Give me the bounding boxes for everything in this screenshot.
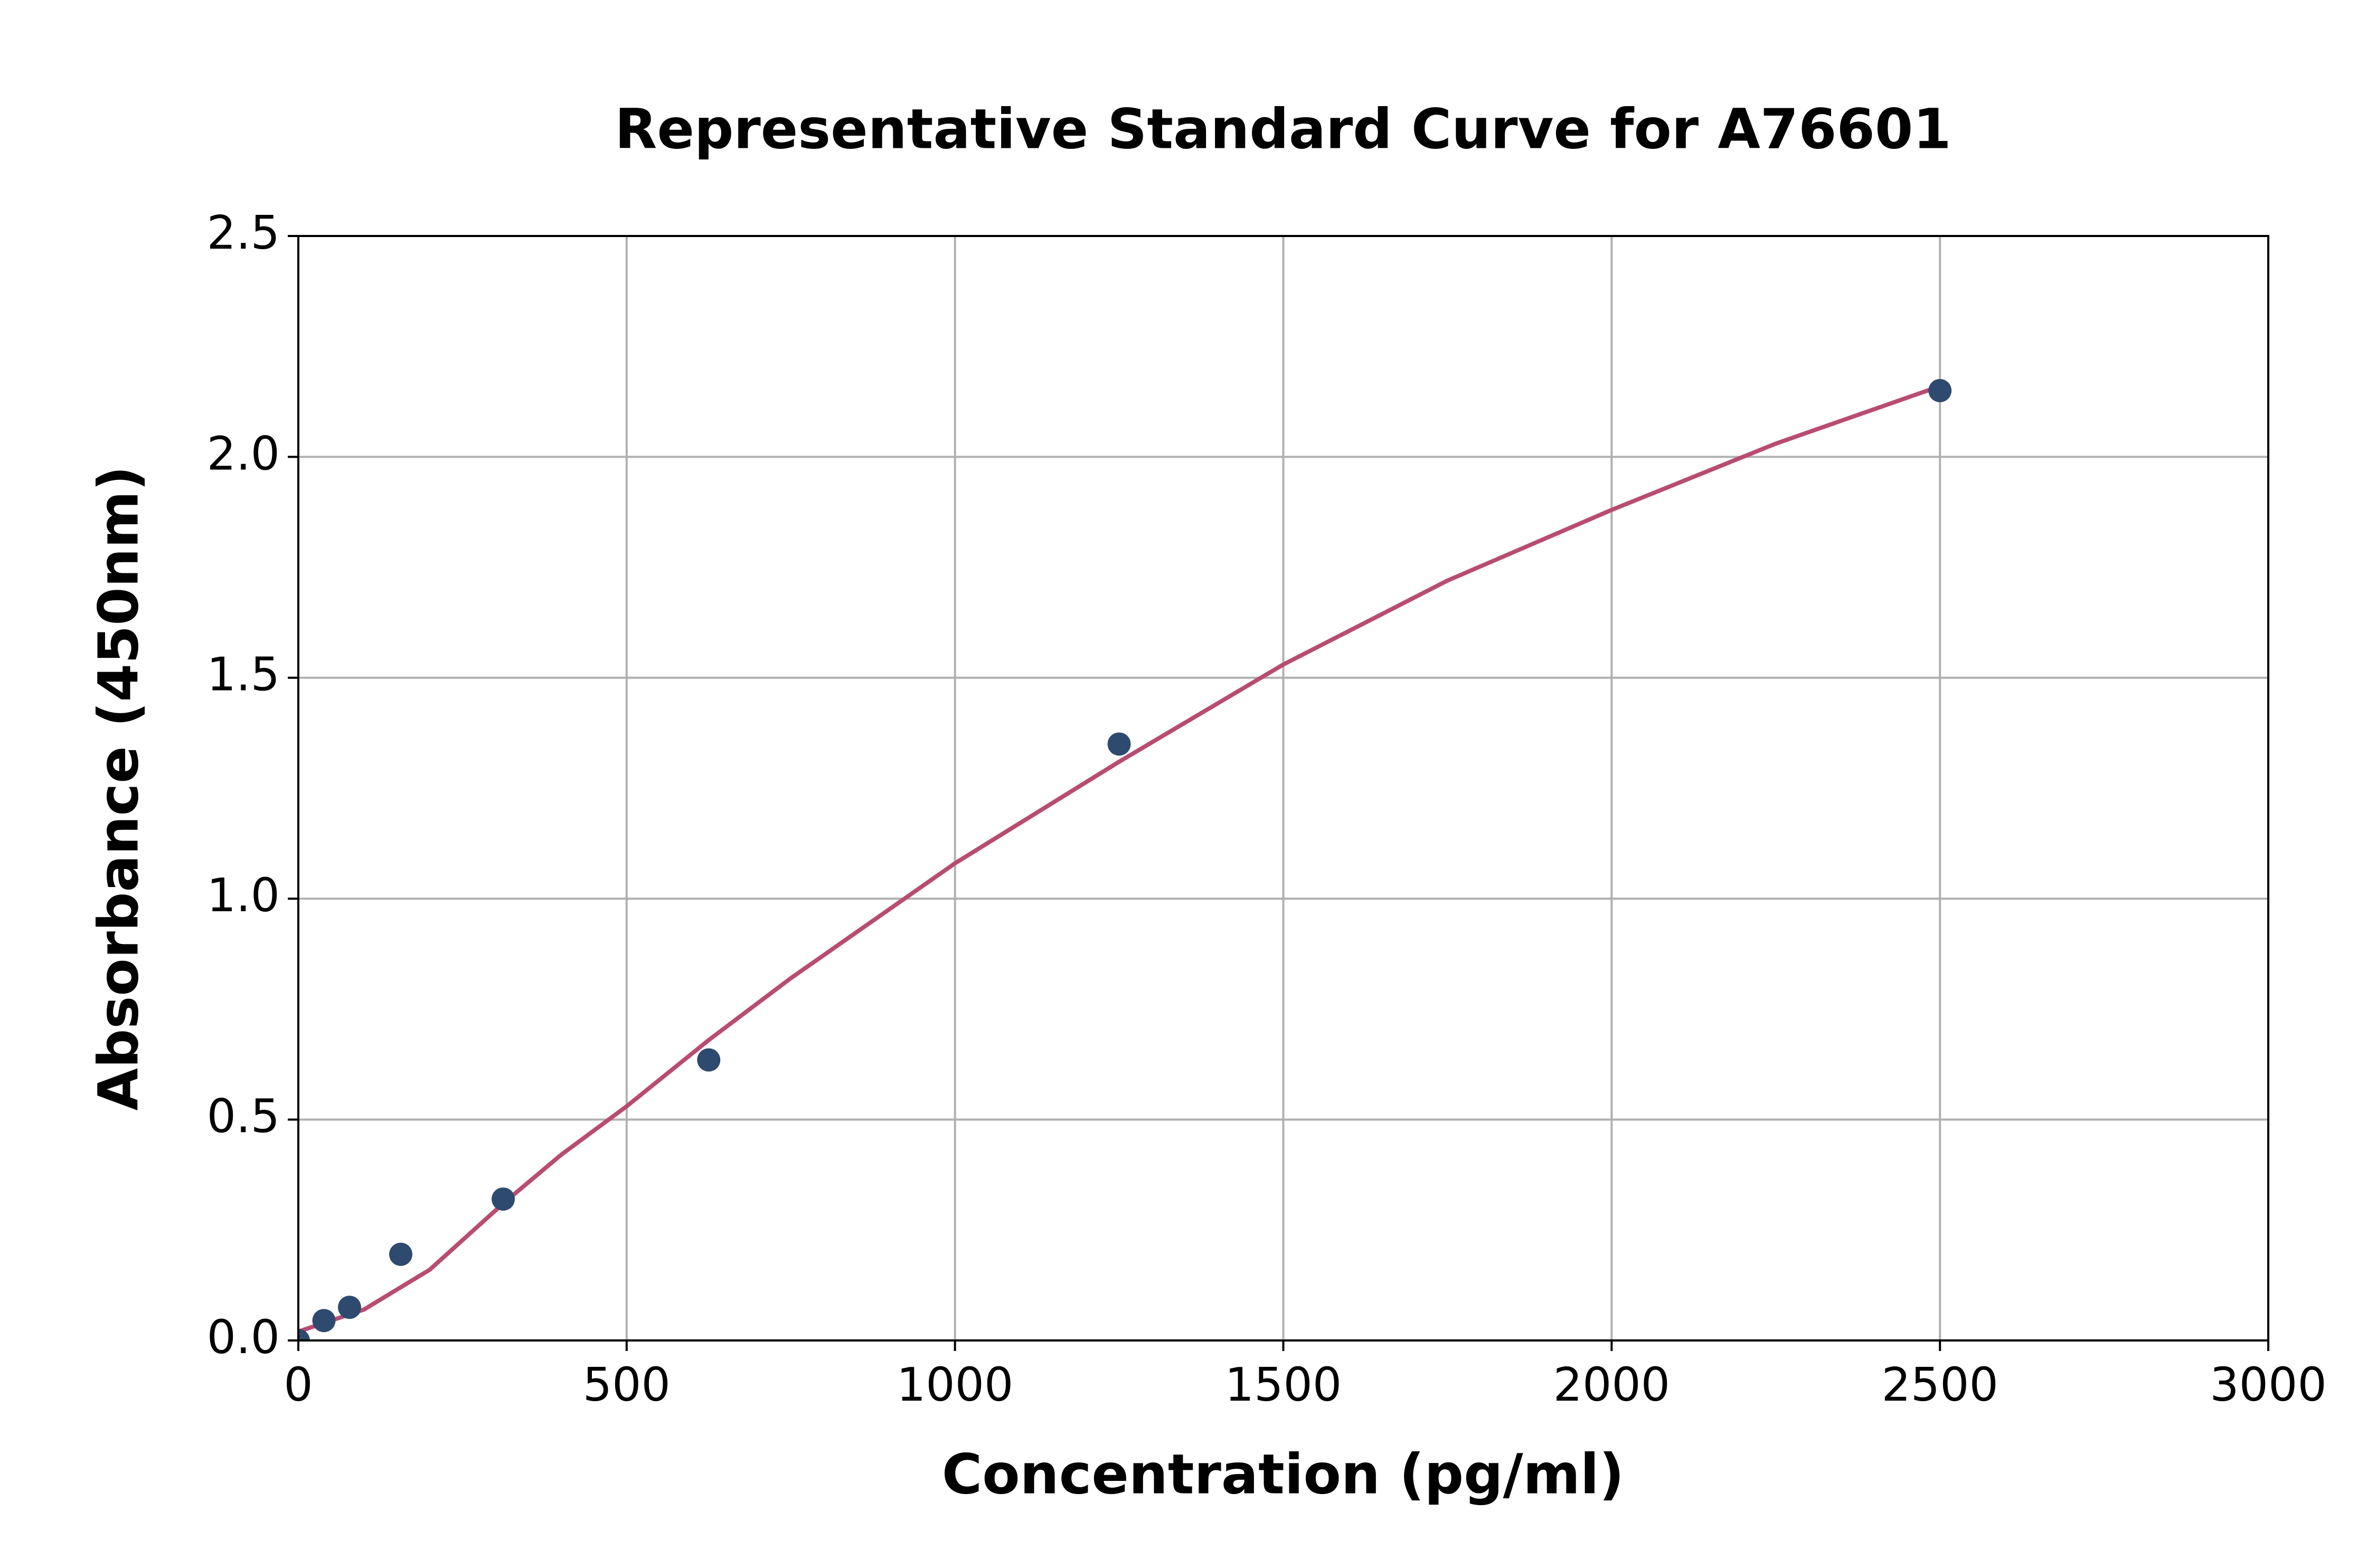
y-tick-label: 1.5 (207, 648, 280, 702)
x-axis-label: Concentration (pg/ml) (942, 1442, 1624, 1506)
x-tick-label: 2500 (1881, 1358, 1998, 1412)
y-tick-label: 2.5 (207, 206, 280, 260)
x-tick-label: 3000 (2210, 1358, 2326, 1412)
data-point (338, 1296, 362, 1319)
data-point (697, 1048, 721, 1072)
chart-title: Representative Standard Curve for A76601 (615, 97, 1951, 161)
x-tick-label: 0 (284, 1358, 313, 1412)
data-point (1107, 732, 1131, 756)
x-tick-label: 500 (583, 1358, 671, 1412)
data-point (492, 1187, 515, 1211)
x-tick-label: 1500 (1225, 1358, 1342, 1412)
y-tick-label: 0.0 (207, 1310, 280, 1364)
data-point (312, 1309, 336, 1333)
data-point (389, 1242, 413, 1266)
y-tick-label: 1.0 (207, 868, 280, 922)
fit-curve (298, 384, 1941, 1334)
x-tick-label: 2000 (1553, 1358, 1670, 1412)
y-tick-label: 0.5 (207, 1090, 280, 1144)
y-axis-label: Absorbance (450nm) (86, 466, 150, 1110)
x-tick-label: 1000 (897, 1358, 1013, 1412)
plot-frame (297, 235, 2269, 1342)
data-point (298, 1329, 310, 1340)
data-point (1928, 379, 1952, 402)
y-tick-label: 2.0 (207, 427, 280, 480)
